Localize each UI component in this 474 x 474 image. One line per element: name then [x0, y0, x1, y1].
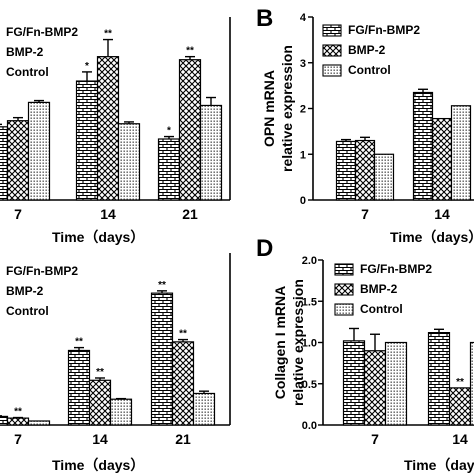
- y-axis-label: Collagen I mRNA: [272, 286, 288, 400]
- y-axis-label: relative expression: [290, 279, 306, 406]
- significance-mark: **: [158, 280, 166, 291]
- y-tick-label: 0: [300, 195, 306, 207]
- legend-label: Control: [348, 63, 391, 77]
- bar-A-s0-c1: [75, 80, 99, 201]
- bar-B-s1-c1: [431, 117, 453, 201]
- significance-mark: **: [75, 337, 83, 348]
- panel-A: ******7 14 21Time（days）FG/Fn-BMP2BMP-2Cont…: [0, 17, 231, 245]
- bar-B-s1-c0: [354, 139, 376, 201]
- x-axis-label: Time（days）: [52, 457, 144, 473]
- significance-mark: **: [456, 377, 464, 388]
- legend-label: FG/Fn-BMP2: [348, 23, 420, 37]
- bar-A-s2-c0: [27, 101, 51, 201]
- bar-A-s0-c0: [0, 126, 9, 201]
- x-axis-label: Time（days）: [390, 229, 474, 245]
- legend-swatch: [334, 263, 354, 276]
- x-axis-label: Time（days）: [52, 229, 144, 245]
- significance-mark: **: [179, 329, 187, 340]
- bar-C-s0-c0: [0, 415, 9, 426]
- x-tick-label: 14: [434, 206, 450, 222]
- bar-D-s1-c0: [363, 350, 387, 426]
- significance-mark: **: [186, 46, 194, 57]
- panel-D: 0.0 0.5 1.0 1.5 2.0 ** 7 14 Time（days） FG/Fn-BMP2…: [256, 235, 474, 473]
- bar-A-s1-c2: [178, 59, 202, 201]
- x-tick-label: 7: [14, 431, 22, 447]
- panel-letter: D: [256, 235, 273, 262]
- significance-mark: **: [14, 407, 22, 418]
- y-tick-label: 4: [300, 12, 307, 24]
- legend-swatch: [322, 24, 342, 37]
- panel-C: ** ** ** ** ** 7 14 21 Time（days） FG/Fn-BMP2 BMP-2…: [0, 253, 231, 473]
- x-tick-label: 7: [14, 206, 22, 222]
- significance-mark: *: [167, 126, 171, 137]
- bar-A-s2-c1: [117, 123, 141, 201]
- bar-C-s0-c1: [67, 349, 91, 426]
- legend-label: Control: [360, 302, 403, 316]
- legend-swatch: [322, 64, 342, 77]
- panel-B: 0 1 2 3 4 7 14 Time（days） FG/Fn-BMP2 BMP-2 Control…: [256, 5, 474, 245]
- bar-B-s2-c1: [450, 105, 472, 201]
- x-tick-label: 14: [92, 431, 108, 447]
- bar-D-s1-c1: [448, 387, 472, 426]
- y-tick-label: 1.0: [302, 338, 317, 350]
- bar-B-s2-c0: [373, 153, 395, 201]
- y-tick-label: 0.0: [302, 420, 317, 432]
- significance-mark: **: [96, 367, 104, 378]
- y-axis-label: OPN mRNA: [261, 70, 277, 147]
- bar-A-s1-c1: [96, 56, 120, 201]
- y-tick-label: 3: [300, 58, 306, 70]
- x-tick-label: 7: [361, 206, 369, 222]
- significance-mark: **: [104, 29, 112, 40]
- y-axis-label: relative expression: [279, 45, 295, 172]
- legend-swatch: [334, 283, 354, 296]
- significance-mark: *: [85, 61, 89, 72]
- legend-label: BMP-2: [360, 282, 398, 296]
- legend-label: Control: [6, 304, 49, 318]
- legend-label: BMP-2: [6, 45, 44, 59]
- bar-A-s0-c2: [157, 138, 181, 201]
- legend-swatch: [322, 44, 342, 57]
- bar-D-s0-c0: [342, 340, 366, 426]
- bar-D-s2-c0: [384, 341, 408, 426]
- y-tick-label: 0.5: [302, 379, 317, 391]
- x-tick-label: 21: [175, 431, 191, 447]
- bar-C-s1-c0: [6, 417, 30, 426]
- bar-C-s2-c2: [192, 392, 216, 426]
- bar-C-s0-c2: [150, 292, 174, 426]
- legend-label: BMP-2: [6, 284, 44, 298]
- bar-C-s1-c1: [88, 379, 112, 426]
- bar-C-s1-c2: [171, 341, 195, 426]
- legend-label: BMP-2: [348, 43, 386, 57]
- legend-label: FG/Fn-BMP2: [6, 264, 78, 278]
- bar-B-s0-c0: [335, 140, 357, 201]
- bar-C-s2-c0: [27, 420, 51, 426]
- bar-A-s2-c2: [199, 104, 223, 201]
- bar-B-s0-c1: [412, 91, 434, 201]
- bar-C-s2-c1: [109, 398, 133, 426]
- x-axis-label: Time（days）: [404, 457, 474, 473]
- y-tick-label: 1.5: [302, 296, 317, 308]
- panel-letter: B: [256, 5, 273, 32]
- bar-D-s0-c1: [427, 332, 451, 426]
- legend-label: Control: [6, 65, 49, 79]
- legend-label: FG/Fn-BMP2: [360, 262, 432, 276]
- x-tick-label: 7: [371, 431, 379, 447]
- y-tick-label: 1: [300, 149, 306, 161]
- y-tick-label: 2.0: [302, 255, 317, 267]
- y-tick-label: 2: [300, 104, 306, 116]
- bar-D-s2-c1: [469, 341, 474, 426]
- legend-swatch: [334, 303, 354, 316]
- bar-A-s1-c0: [6, 120, 30, 201]
- x-tick-label: 14: [452, 431, 468, 447]
- x-tick-label: 14: [100, 206, 116, 222]
- legend-label: FG/Fn-BMP2: [6, 25, 78, 39]
- x-tick-label: 21: [182, 206, 198, 222]
